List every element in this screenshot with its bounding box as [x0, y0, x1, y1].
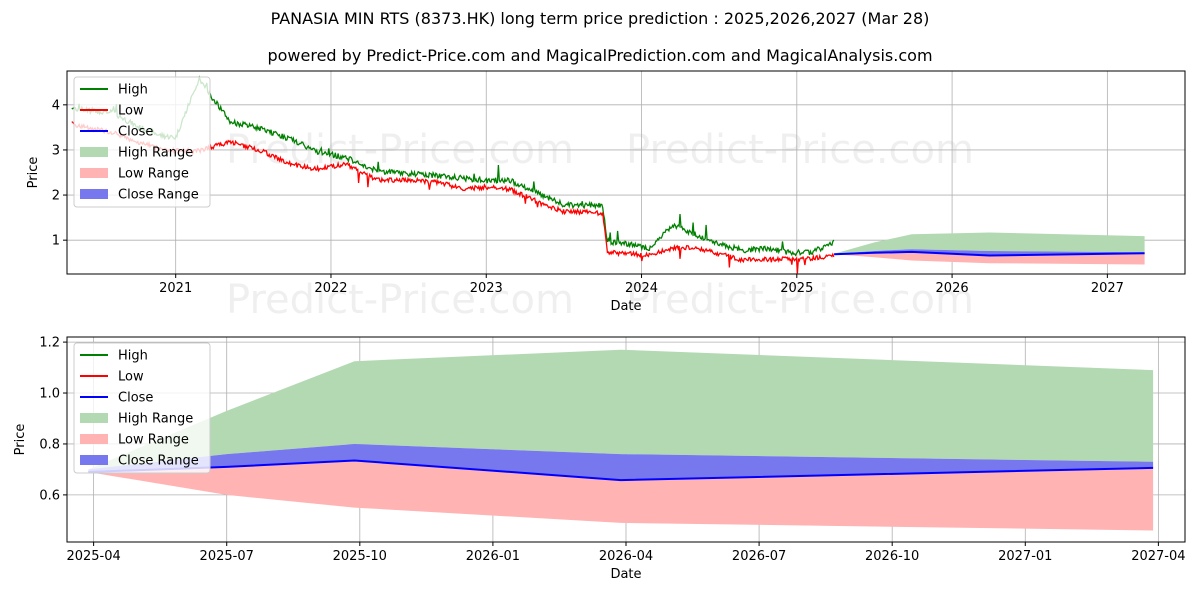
y-tick-label: 2: [52, 189, 60, 204]
x-tick-label: 2027-01: [998, 549, 1052, 564]
x-tick-label: 2027-04: [1131, 549, 1185, 564]
y-tick-label: 0.6: [39, 488, 60, 503]
legend-label: Low Range: [118, 433, 189, 448]
chart-subtitle: powered by Predict-Price.com and Magical…: [267, 46, 933, 65]
x-tick-label: 2024: [625, 281, 658, 296]
legend-label: Close: [118, 391, 153, 406]
legend-swatch-patch: [80, 455, 108, 465]
y-axis-label: Price: [26, 157, 41, 189]
x-tick-label: 2025: [780, 281, 813, 296]
x-axis-label: Date: [610, 299, 641, 314]
chart-title: PANASIA MIN RTS (8373.HK) long term pric…: [270, 9, 930, 28]
x-tick-label: 2026-07: [732, 549, 786, 564]
high-range-area: [834, 232, 1145, 254]
x-tick-label: 2026: [936, 281, 969, 296]
legend-swatch-patch: [80, 147, 108, 157]
x-tick-label: 2026-01: [466, 549, 520, 564]
low-range-area: [88, 460, 1154, 531]
x-tick-label: 2026-04: [599, 549, 653, 564]
legend-label: Low: [118, 370, 144, 385]
x-tick-label: 2027: [1091, 281, 1124, 296]
legend-label: High Range: [118, 412, 193, 427]
x-tick-label: 2022: [314, 281, 347, 296]
plot-frame: [66, 70, 1186, 275]
x-tick-label: 2025-04: [66, 549, 120, 564]
legend-label: Close Range: [118, 188, 199, 203]
legend-label: Low: [118, 104, 144, 119]
x-tick-label: 2025-10: [333, 549, 387, 564]
legend-label: High: [118, 349, 148, 364]
legend-swatch-patch: [80, 168, 108, 178]
x-tick-label: 2025-07: [200, 549, 254, 564]
legend-label: High Range: [118, 146, 193, 161]
y-tick-label: 1: [52, 234, 60, 249]
legend-swatch-patch: [80, 189, 108, 199]
legend-label: Close: [118, 125, 153, 140]
legend-swatch-patch: [80, 434, 108, 444]
x-axis-label: Date: [610, 567, 641, 582]
x-tick-label: 2023: [470, 281, 503, 296]
legend-swatch-patch: [80, 413, 108, 423]
y-tick-label: 1.2: [39, 336, 60, 351]
legend-label: Low Range: [118, 167, 189, 182]
watermark-text: Predict-Price.com: [626, 277, 974, 323]
x-tick-label: 2026-10: [865, 549, 919, 564]
y-tick-label: 0.8: [39, 437, 60, 452]
y-tick-label: 3: [52, 143, 60, 158]
y-axis-label: Price: [13, 424, 28, 456]
y-tick-label: 4: [52, 98, 60, 113]
legend-label: High: [118, 83, 148, 98]
y-tick-label: 1.0: [39, 387, 60, 402]
legend-label: Close Range: [118, 454, 199, 469]
high-range-area: [88, 349, 1154, 470]
watermark-text: Predict-Price.com: [226, 277, 574, 323]
close-range-area: [88, 444, 1154, 481]
x-tick-label: 2021: [159, 281, 192, 296]
